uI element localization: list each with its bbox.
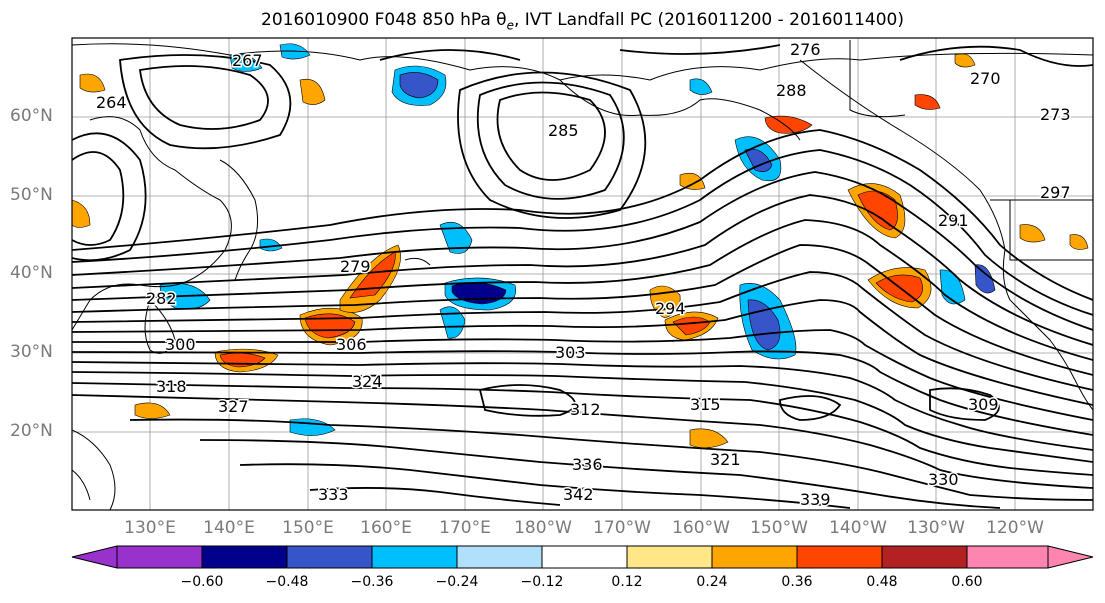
contour-label: 270 xyxy=(970,69,1001,88)
colorbar-bin xyxy=(116,545,203,569)
lat-label: 60°N xyxy=(10,106,53,126)
colorbar-bin xyxy=(626,545,713,569)
lon-label: 160°W xyxy=(672,518,730,538)
contour-label: 321 xyxy=(710,450,741,469)
contour-label: 279 xyxy=(340,257,371,276)
map-title: 2016010900 F048 850 hPa θe, IVT Landfall… xyxy=(261,10,904,33)
colorbar-tick-label: 0.48 xyxy=(866,574,898,590)
colorbar-tick-label: −0.48 xyxy=(265,574,309,590)
lon-label: 130°W xyxy=(907,518,965,538)
colorbar-bin xyxy=(456,545,543,569)
colorbar-tick-label: 0.60 xyxy=(951,574,983,590)
contour-label: 342 xyxy=(563,485,594,504)
map-frame xyxy=(71,37,1094,511)
colorbar-tick-label: −0.12 xyxy=(520,574,564,590)
lon-label: 140°W xyxy=(829,518,887,538)
colorbar-tick-label: 0.24 xyxy=(696,574,728,590)
colorbar-bin xyxy=(201,545,288,569)
contour-label: 264 xyxy=(96,93,127,112)
contour-label: 297 xyxy=(1040,183,1071,202)
contour-label: 303 xyxy=(555,343,586,362)
lon-label: 160°E xyxy=(360,518,412,538)
contour-label: 333 xyxy=(318,485,349,504)
lon-label: 170°E xyxy=(439,518,491,538)
contour-label: 291 xyxy=(938,211,969,230)
colorbar-tick-label: −0.24 xyxy=(435,574,479,590)
contour-label: 282 xyxy=(146,289,177,308)
lon-label: 180°W xyxy=(514,518,572,538)
theta-e-contours xyxy=(72,44,1093,509)
contour-label: 294 xyxy=(655,299,686,318)
contour-label: 309 xyxy=(968,395,999,414)
contour-label: 315 xyxy=(690,395,721,414)
lat-label: 50°N xyxy=(10,185,53,205)
contour-label: 330 xyxy=(928,470,959,489)
contour-label: 318 xyxy=(156,377,187,396)
lon-label: 130°E xyxy=(124,518,176,538)
contour-label: 324 xyxy=(352,372,383,391)
contour-label: 327 xyxy=(218,397,249,416)
colorbar-bin xyxy=(371,545,458,569)
colorbar-tick-label: −0.60 xyxy=(180,574,224,590)
shaded-anomalies xyxy=(72,43,1089,449)
contour-label: 300 xyxy=(165,335,196,354)
lon-label: 150°E xyxy=(282,518,334,538)
colorbar-bin xyxy=(881,545,968,569)
colorbar-tick-label: 0.36 xyxy=(781,574,813,590)
contour-label: 336 xyxy=(572,455,603,474)
contour-label: 276 xyxy=(790,40,821,59)
contour-label: 273 xyxy=(1040,105,1071,124)
contour-labels: 264 267 270 273 276 279 282 285 288 291 … xyxy=(95,39,1073,511)
contour-label: 267 xyxy=(232,51,263,70)
contour-label: 339 xyxy=(800,490,831,509)
colorbar-extend-min xyxy=(71,545,118,569)
colorbar-bin xyxy=(966,545,1049,569)
lat-label: 30°N xyxy=(10,342,53,362)
colorbar-tick-label: −0.36 xyxy=(350,574,394,590)
contour-label: 288 xyxy=(776,81,807,100)
lat-label: 40°N xyxy=(10,263,53,283)
lon-label: 170°W xyxy=(593,518,651,538)
colorbar-bin xyxy=(286,545,373,569)
lon-label: 140°E xyxy=(203,518,255,538)
lat-label: 20°N xyxy=(10,421,53,441)
colorbar xyxy=(71,545,1094,569)
colorbar-bin xyxy=(711,545,798,569)
contour-label: 312 xyxy=(570,400,601,419)
contour-label: 285 xyxy=(548,121,579,140)
colorbar-tick-label: 0.12 xyxy=(611,574,643,590)
colorbar-extend-max xyxy=(1047,545,1094,569)
colorbar-bin xyxy=(541,545,628,569)
lon-label: 120°W xyxy=(986,518,1044,538)
lon-label: 150°W xyxy=(750,518,808,538)
colorbar-bin xyxy=(796,545,883,569)
contour-label: 306 xyxy=(336,335,367,354)
